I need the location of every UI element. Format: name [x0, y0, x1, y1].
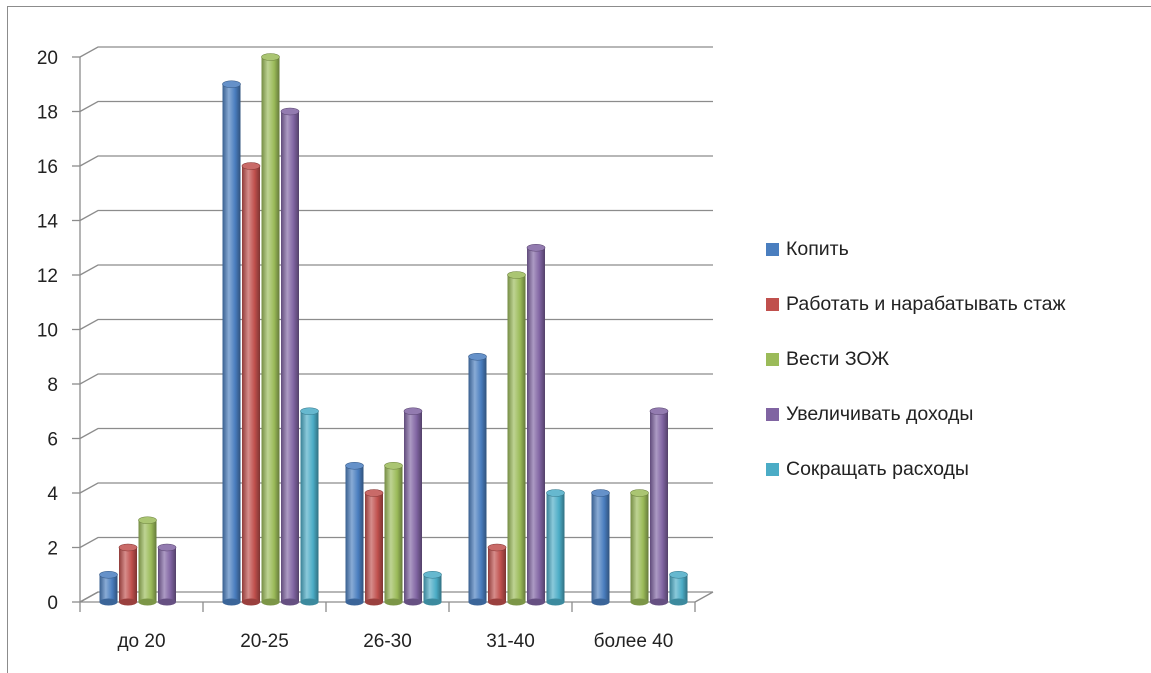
y-tick-label: 14: [37, 212, 59, 233]
gridline: [79, 46, 713, 58]
gridline: [79, 100, 713, 113]
legend-label: Вести ЗОЖ: [786, 348, 890, 370]
legend-item: Вести ЗОЖ: [766, 346, 1066, 373]
bar: [261, 53, 280, 606]
x-tick-label: более 40: [594, 631, 674, 652]
legend-swatch: [766, 463, 779, 476]
gridline: [79, 427, 713, 440]
y-tick-label: 8: [47, 375, 58, 396]
legend-item: Работать и нарабатывать стаж: [766, 291, 1066, 318]
bar: [118, 543, 138, 606]
bar: [241, 162, 261, 606]
bar: [300, 407, 319, 606]
legend-item: Копить: [766, 236, 1066, 263]
bar: [157, 543, 177, 606]
y-tick-label: 12: [37, 266, 58, 287]
legend-swatch: [766, 298, 779, 311]
bar: [649, 407, 669, 606]
y-tick-label: 16: [37, 157, 58, 178]
bar: [345, 461, 364, 606]
bar: [507, 271, 526, 606]
bar: [468, 352, 487, 606]
y-tick-label: 10: [37, 321, 58, 342]
legend-swatch: [766, 353, 779, 366]
x-tick-label: 26-30: [363, 631, 412, 652]
bar: [364, 489, 384, 606]
y-tick-label: 2: [47, 539, 58, 560]
x-tick-label: 31-40: [486, 631, 535, 652]
bar: [403, 407, 423, 606]
bar: [99, 570, 118, 606]
bar: [669, 570, 688, 606]
x-tick-label: 20-25: [240, 631, 289, 652]
bar: [630, 489, 649, 606]
chart-frame: [7, 6, 1151, 673]
bar: [526, 243, 546, 606]
x-tick-label: до 20: [117, 631, 165, 652]
legend-label: Копить: [786, 238, 849, 260]
legend: Копить Работать и нарабатывать стаж Вести …: [766, 236, 1066, 511]
legend-item: Увеличивать доходы: [766, 401, 1066, 428]
floor-edge-line: [694, 591, 714, 603]
legend-label: Сокращать расходы: [786, 458, 969, 480]
gridline: [79, 264, 713, 276]
y-tick-label: 6: [47, 430, 58, 451]
legend-swatch: [766, 408, 779, 421]
bar: [546, 489, 565, 606]
y-tick-label: 18: [37, 103, 58, 124]
bar: [423, 570, 442, 606]
bar: [138, 516, 157, 606]
bar: [222, 80, 241, 606]
bar: [487, 543, 507, 606]
legend-label: Работать и нарабатывать стаж: [786, 293, 1066, 315]
bar: [280, 107, 300, 606]
legend-item: Сокращать расходы: [766, 456, 1066, 483]
legend-swatch: [766, 243, 779, 256]
gridline: [79, 209, 713, 222]
gridline: [79, 318, 713, 331]
y-tick-label: 20: [37, 48, 58, 69]
bar: [384, 461, 403, 606]
gridline: [79, 155, 713, 167]
bar: [591, 489, 610, 606]
y-tick-label: 4: [47, 484, 58, 505]
legend-label: Увеличивать доходы: [786, 403, 974, 425]
gridline: [79, 373, 713, 385]
y-tick-label: 0: [47, 593, 58, 614]
